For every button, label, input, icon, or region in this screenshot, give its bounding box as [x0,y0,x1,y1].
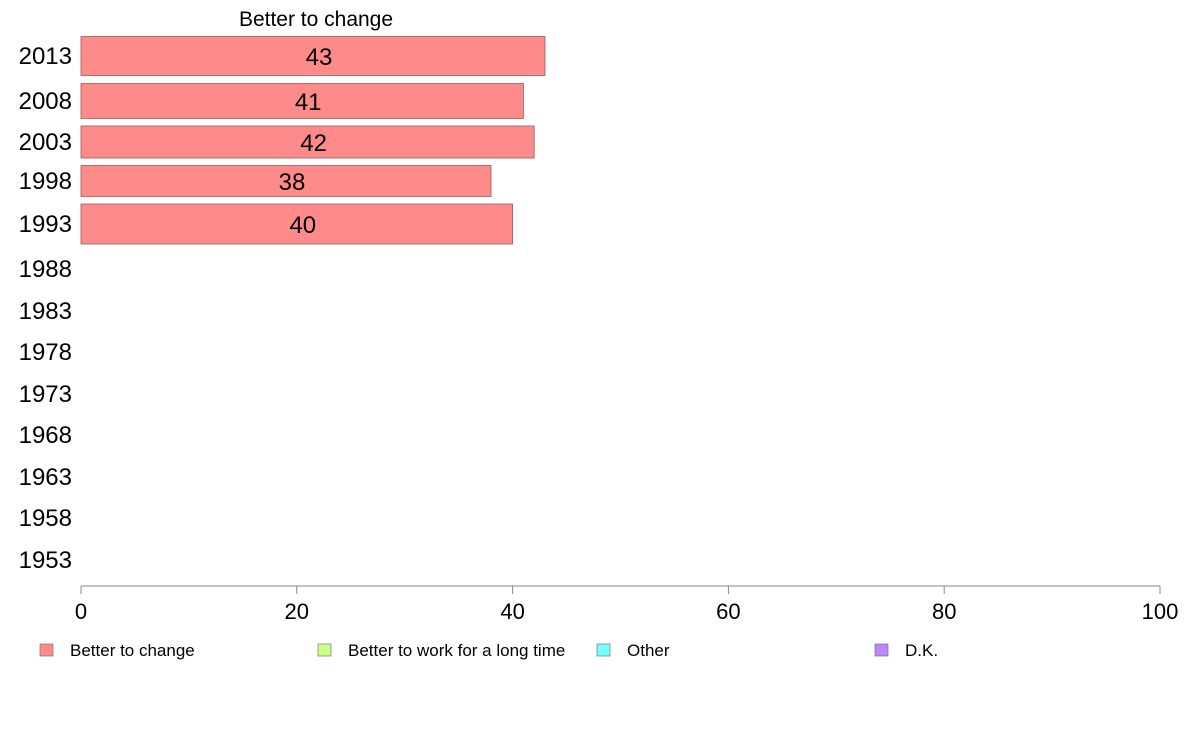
bar-1998 [80,165,492,197]
legend-label: Other [627,641,670,660]
legend-swatch [39,643,54,657]
x-tick-label-0: 0 [75,599,87,624]
y-tick-label-1978: 1978 [19,339,72,366]
y-tick-label-2013: 2013 [19,43,72,70]
legend-item-3: Other [596,641,670,660]
legend-label: Better to work for a long time [348,641,565,660]
bars-layer [80,36,546,245]
chart-title: Better to change [239,8,393,31]
y-tick-label-1958: 1958 [19,505,72,532]
legend-label: Better to change [70,641,195,660]
x-tick-label-40: 40 [500,599,524,624]
x-tick-label-80: 80 [932,599,956,624]
legend-swatch [596,643,611,657]
x-tick-label-100: 100 [1142,599,1179,624]
legend: Better to change Better to work for a lon… [39,641,938,660]
y-tick-label-1993: 1993 [19,211,72,238]
legend-item-1: Better to change [39,641,195,660]
data-label-1998: 38 [279,169,306,196]
x-axis: 0 20 40 60 80 100 [75,585,1179,624]
legend-item-2: Better to work for a long time [317,641,565,660]
y-tick-label-1953: 1953 [19,547,72,574]
legend-swatch [317,643,332,657]
x-tick-label-60: 60 [716,599,740,624]
data-label-2013: 43 [306,44,333,71]
legend-item-4: D.K. [874,641,938,660]
y-tick-label-1963: 1963 [19,464,72,491]
y-axis: 2013 2008 2003 1998 1993 1988 1983 1978 1973 1968… [19,43,72,574]
y-tick-label-1973: 1973 [19,381,72,408]
y-tick-label-1998: 1998 [19,168,72,195]
y-tick-label-1988: 1988 [19,256,72,283]
data-label-1993: 40 [289,212,316,239]
y-tick-label-1968: 1968 [19,422,72,449]
y-tick-label-2008: 2008 [19,88,72,115]
legend-label: D.K. [905,641,938,660]
y-tick-label-2003: 2003 [19,129,72,156]
bar-2003 [80,125,535,159]
legend-swatch [874,643,889,657]
bar-1993 [80,203,514,245]
data-label-2008: 41 [295,89,322,116]
bar-2013 [80,36,546,76]
data-labels-layer: 43 41 42 38 40 [279,44,333,239]
y-tick-label-1983: 1983 [19,298,72,325]
x-tick-label-20: 20 [285,599,309,624]
data-label-2003: 42 [300,130,327,157]
bar-2008 [80,83,524,119]
